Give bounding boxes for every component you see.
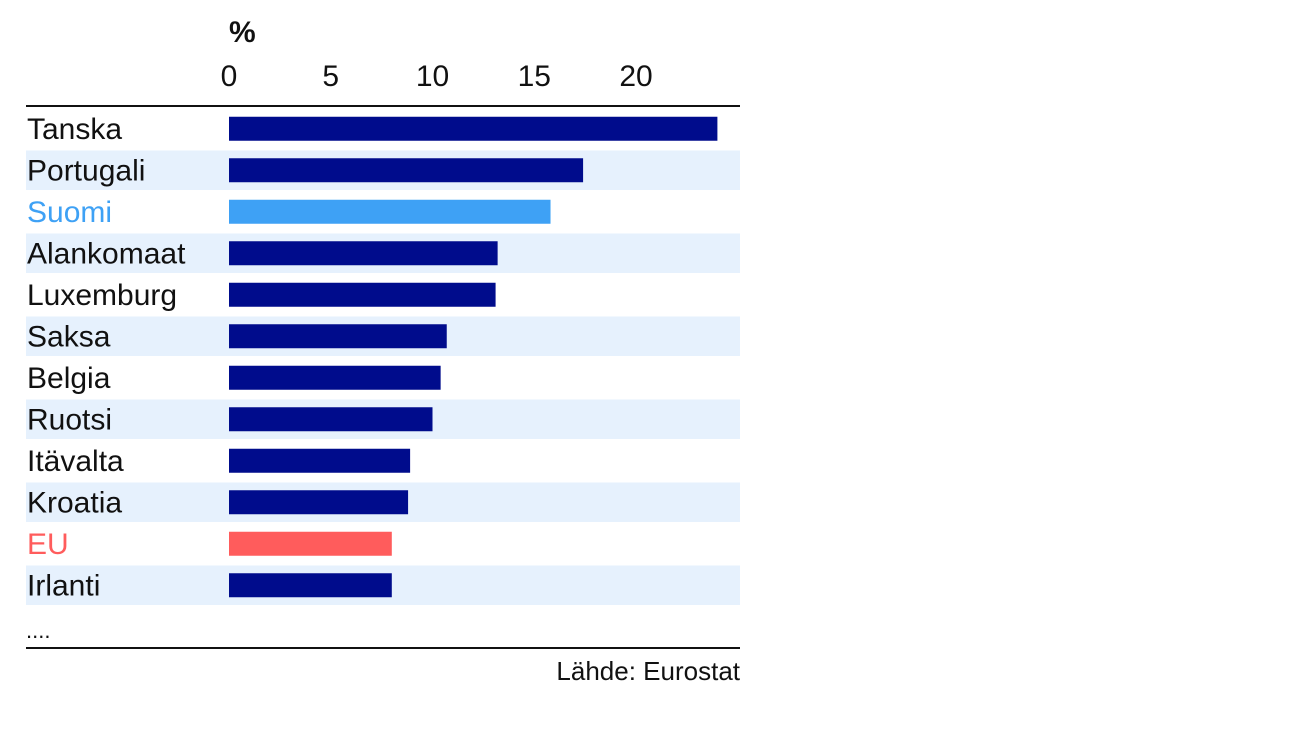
source-label: Lähde: Eurostat [556,656,740,686]
x-tick-label: 5 [322,60,339,93]
category-label: Suomi [27,196,112,229]
x-axis-ticks: 0 5 10 15 20 [221,60,653,93]
category-label: Itävalta [27,445,124,478]
x-tick-label: 0 [221,60,238,93]
x-tick-label: 15 [518,60,551,93]
category-labels: Tanska Portugali Suomi Alankomaat Luxemburg S… [27,113,186,603]
bar-tanska [229,116,718,141]
bar-saksa [229,324,447,349]
category-label: Irlanti [27,569,100,602]
category-label: Kroatia [27,486,122,519]
bar-ruotsi [229,407,433,432]
bar-suomi [229,199,551,224]
category-label: EU [27,528,69,561]
x-tick-label: 10 [416,60,449,93]
category-label: Belgia [27,362,111,395]
bar-irlanti [229,573,392,598]
bar-kroatia [229,490,409,515]
bar-eu [229,531,392,556]
category-label: Saksa [27,320,111,353]
bar-portugali [229,158,584,183]
category-label: Alankomaat [27,237,186,270]
unit-label: % [229,16,256,49]
ellipsis-label: .... [26,618,50,643]
category-label: Ruotsi [27,403,112,436]
category-label: Luxemburg [27,279,177,312]
bar-itävalta [229,448,411,473]
category-label: Tanska [27,113,122,146]
bar-belgia [229,365,441,390]
bar-luxemburg [229,282,496,307]
bars [229,116,718,598]
category-label: Portugali [27,154,145,187]
x-tick-label: 20 [619,60,652,93]
bar-alankomaat [229,241,498,266]
